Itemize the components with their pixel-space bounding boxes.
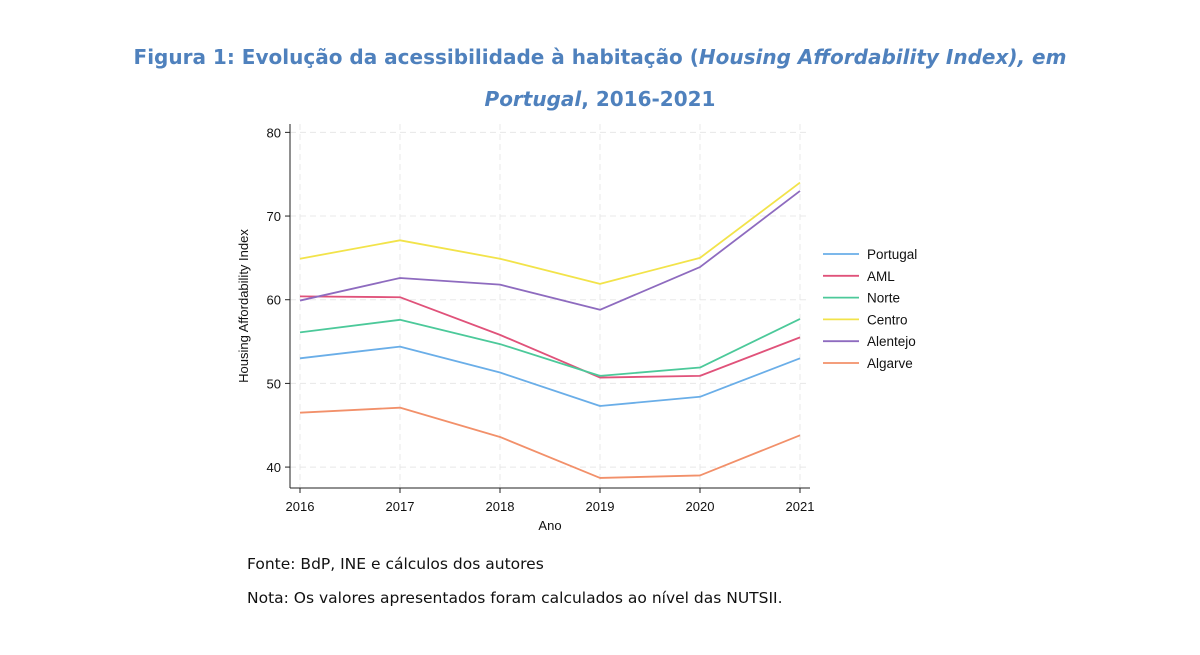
legend-label: Alentejo (867, 334, 916, 349)
series-line-portugal (299, 345, 801, 407)
legend-label: Algarve (867, 356, 913, 371)
y-tick-label: 60 (267, 293, 281, 308)
source-note: Fonte: BdP, INE e cálculos dos autores (247, 555, 544, 573)
figure-title-line2: Portugal, 2016-2021 (0, 78, 1200, 120)
figure-title-line1: Figura 1: Evolução da acessibilidade à h… (0, 36, 1200, 78)
x-axis-label: Ano (538, 518, 561, 533)
figure-title: Figura 1: Evolução da acessibilidade à h… (0, 36, 1200, 120)
y-tick-label: 50 (267, 376, 281, 391)
x-tick-label: 2019 (586, 499, 615, 514)
title-line1-prefix: Figura 1: Evolução da acessibilidade à h… (133, 45, 699, 69)
title-line2-suffix: , 2016-2021 (581, 87, 716, 111)
y-tick-label: 70 (267, 209, 281, 224)
series-line-algarve (299, 406, 801, 479)
x-tick-label: 2020 (686, 499, 715, 514)
y-tick-label: 40 (267, 460, 281, 475)
title-line1-italic: Housing Affordability Index), em (698, 45, 1067, 69)
x-tick-label: 2021 (786, 499, 815, 514)
legend-label: Centro (867, 312, 908, 327)
axes: 40 50 60 70 80 2016 2017 2018 2019 2020 2021 Ano Hou… (236, 124, 814, 533)
legend-label: Norte (867, 291, 900, 306)
legend: Portugal AML Norte Centro Alentejo Algarve (823, 247, 917, 371)
series-line-centro (299, 181, 801, 285)
series-line-norte (299, 318, 801, 377)
x-tick-label: 2017 (386, 499, 415, 514)
footnote: Nota: Os valores apresentados foram calc… (247, 589, 783, 607)
legend-label: Portugal (867, 247, 917, 262)
x-tick-label: 2018 (486, 499, 515, 514)
legend-label: AML (867, 269, 895, 284)
y-tick-label: 80 (267, 125, 281, 140)
gridlines (290, 124, 810, 488)
series-line-alentejo (299, 190, 801, 311)
title-line2-italic: Portugal (484, 87, 582, 111)
y-axis-label: Housing Affordability Index (236, 229, 251, 383)
series-line-aml (299, 295, 801, 379)
series-lines (299, 181, 801, 479)
x-tick-label: 2016 (286, 499, 315, 514)
